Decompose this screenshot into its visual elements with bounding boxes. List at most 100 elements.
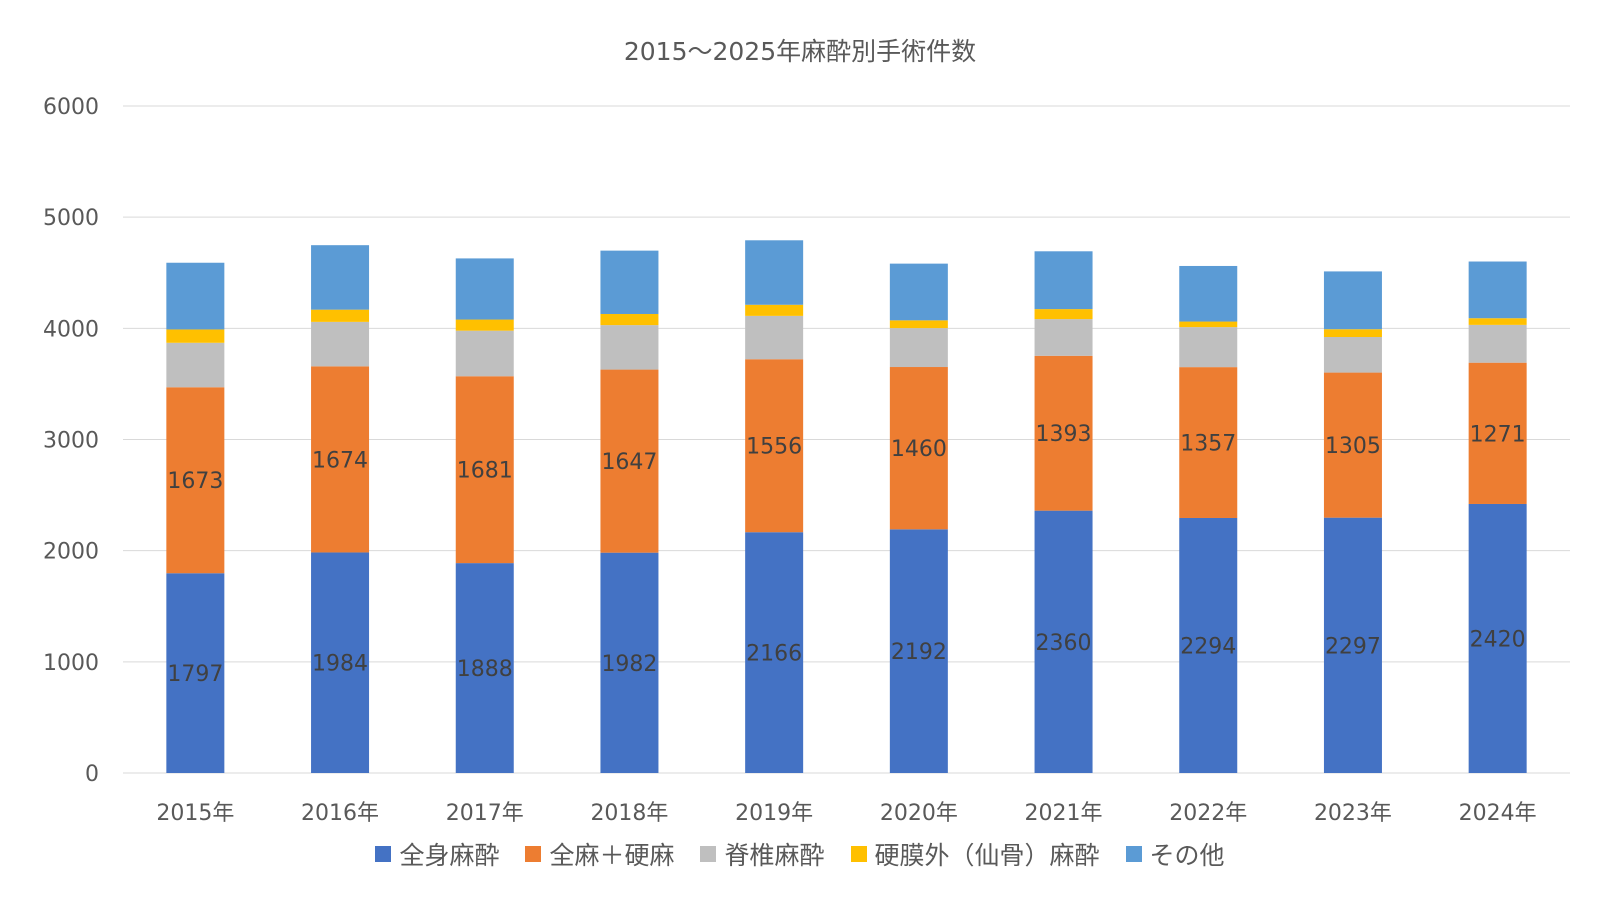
bar-segment	[600, 369, 659, 553]
bar-segment	[455, 258, 514, 320]
legend-swatch	[1125, 846, 1142, 862]
bar-segment	[1323, 337, 1382, 373]
legend-item: 全麻＋硬麻	[525, 836, 674, 872]
bar-segment	[1468, 362, 1527, 504]
x-tick-label: 2016年	[301, 801, 379, 826]
bar-segment	[1179, 517, 1238, 773]
legend-item: 全身麻酔	[375, 836, 499, 872]
y-tick-label: 2000	[43, 540, 99, 565]
legend-label: 硬膜外（仙骨）麻酔	[874, 841, 1100, 870]
legend-swatch	[700, 846, 717, 862]
x-tick-label: 2019年	[735, 801, 813, 826]
bar-segment	[600, 552, 659, 773]
bar-segment	[600, 250, 659, 314]
bar-segment	[166, 329, 225, 343]
x-tick-label: 2017年	[446, 801, 524, 826]
bar-segment	[745, 240, 804, 305]
y-tick-label: 1000	[43, 651, 99, 676]
data-label: 1681	[457, 459, 513, 484]
bar-segment	[745, 315, 804, 360]
data-label: 1305	[1325, 434, 1381, 459]
y-tick-label: 5000	[43, 206, 99, 231]
bar-segment	[889, 529, 948, 773]
data-label: 1556	[746, 435, 802, 460]
legend-swatch	[850, 846, 867, 862]
legend-swatch	[375, 846, 392, 862]
bar-segment	[1034, 309, 1093, 320]
bar-segment	[311, 245, 370, 310]
chart-legend: 全身麻酔 全麻＋硬麻 脊椎麻酔 硬膜外（仙骨）麻酔 その他	[0, 836, 1600, 872]
legend-item: その他	[1125, 836, 1225, 872]
data-label: 1674	[312, 448, 368, 473]
y-tick-label: 0	[85, 762, 99, 787]
legend-label: その他	[1149, 841, 1225, 870]
bar-segment	[600, 313, 659, 326]
bar-segment	[1468, 324, 1527, 363]
data-label: 2420	[1470, 627, 1526, 652]
y-tick-label: 3000	[43, 429, 99, 454]
legend-label: 全身麻酔	[399, 841, 500, 870]
bar-segment	[455, 330, 514, 377]
bar-segment	[166, 342, 225, 388]
bar-segment	[745, 304, 804, 316]
bar-segment	[889, 320, 948, 329]
bar-segment	[166, 573, 225, 773]
data-label: 1673	[167, 469, 223, 494]
bar-segment	[600, 325, 659, 370]
legend-item: 脊椎麻酔	[700, 836, 825, 872]
x-tick-label: 2022年	[1169, 801, 1247, 826]
bar-segment	[1468, 318, 1527, 325]
data-label: 1460	[891, 437, 947, 462]
bar-segment	[1034, 319, 1093, 356]
x-tick-label: 2020年	[880, 801, 958, 826]
x-tick-label: 2018年	[590, 801, 668, 826]
legend-swatch	[525, 846, 542, 862]
bar-segment	[1034, 355, 1093, 511]
y-tick-label: 4000	[43, 317, 99, 342]
bar-segment	[311, 309, 370, 322]
bar-segment	[745, 532, 804, 773]
y-tick-label: 6000	[43, 95, 99, 120]
bar-segment	[1179, 327, 1238, 368]
x-tick-label: 2023年	[1314, 801, 1392, 826]
bar-segment	[1179, 321, 1238, 328]
bar-segment	[455, 563, 514, 773]
bar-segment	[311, 366, 370, 553]
bar-segment	[1468, 503, 1527, 773]
bar-segment	[166, 387, 225, 574]
data-label: 1393	[1036, 422, 1092, 447]
legend-label: 脊椎麻酔	[724, 841, 825, 870]
bar-segment	[745, 359, 804, 533]
bar-segment	[1468, 261, 1527, 319]
data-label: 1984	[312, 652, 368, 677]
bar-segment	[455, 376, 514, 564]
bar-segment	[1179, 265, 1238, 322]
data-label: 1888	[457, 657, 513, 682]
data-label: 1797	[167, 662, 223, 687]
bar-segment	[1323, 271, 1382, 330]
bar-segment	[1034, 510, 1093, 773]
data-label: 2166	[746, 642, 802, 667]
x-tick-label: 2021年	[1025, 801, 1103, 826]
x-tick-label: 2024年	[1459, 801, 1537, 826]
legend-item: 硬膜外（仙骨）麻酔	[850, 836, 1100, 872]
bar-segment	[889, 367, 948, 530]
bar-segment	[455, 319, 514, 331]
data-label: 2360	[1036, 631, 1092, 656]
data-label: 1982	[601, 652, 657, 677]
data-label: 1647	[601, 450, 657, 475]
data-label: 2297	[1325, 634, 1381, 659]
legend-label: 全麻＋硬麻	[549, 841, 675, 870]
bar-segment	[166, 262, 225, 330]
bar-segment	[311, 321, 370, 367]
chart-title: 2015～2025年麻酔別手術件数	[623, 37, 977, 66]
x-tick-label: 2015年	[156, 801, 234, 826]
bar-segment	[1323, 329, 1382, 338]
bar-segment	[1323, 517, 1382, 773]
data-label: 1271	[1470, 422, 1526, 447]
data-label: 2192	[891, 640, 947, 665]
bar-segment	[889, 328, 948, 368]
data-label: 1357	[1180, 432, 1236, 457]
